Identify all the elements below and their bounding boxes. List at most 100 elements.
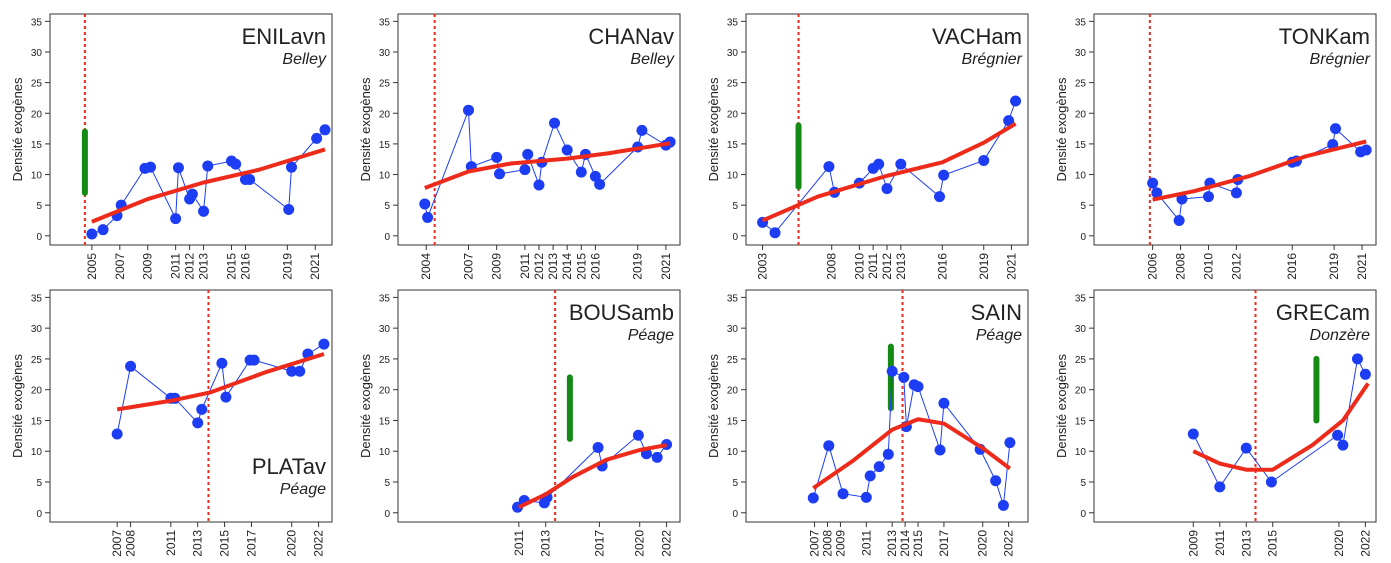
y-tick-label: 20 — [31, 109, 43, 120]
y-tick-label: 20 — [727, 386, 739, 397]
x-tick-label: 2015 — [574, 253, 588, 280]
y-tick-label: 10 — [379, 171, 391, 182]
x-tick-label: 2013 — [894, 253, 908, 280]
panel-title: VACHam — [932, 24, 1022, 49]
data-point — [318, 338, 330, 350]
x-tick-label: 2015 — [218, 530, 232, 557]
data-line — [424, 109, 671, 218]
y-tick-label: 10 — [727, 171, 739, 182]
x-tick-label: 2013 — [539, 530, 553, 557]
y-tick-label: 0 — [384, 232, 390, 243]
x-tick-label: 2022 — [660, 530, 674, 557]
x-tick-label: 2014 — [898, 530, 912, 557]
plot-frame — [1093, 289, 1377, 523]
y-tick-label: 35 — [379, 17, 391, 28]
panel: Densité exogènes 0 5 10 15 20 25 30 35 2009 2011 20… — [1054, 289, 1377, 557]
x-tick-label: 2015 — [911, 530, 925, 557]
data-point — [172, 162, 184, 174]
x-tick-label: 2011 — [1213, 530, 1227, 556]
x-tick-label: 2019 — [1327, 253, 1341, 280]
data-point — [549, 117, 561, 129]
panel: Densité exogènes 0 5 10 15 20 25 30 35 2006 2008 20… — [1054, 13, 1377, 280]
y-tick-label: 10 — [31, 171, 43, 182]
x-tick-label: 2012 — [880, 253, 894, 280]
data-point — [198, 205, 210, 217]
panel-title: BOUSamb — [569, 300, 674, 325]
y-tick-label: 30 — [1075, 48, 1087, 59]
data-point — [248, 354, 260, 366]
panel-subtitle: Belley — [282, 51, 327, 68]
data-point — [561, 144, 573, 156]
y-tick-label: 20 — [1075, 109, 1087, 120]
x-tick-label: 2011 — [866, 253, 880, 279]
data-point — [1360, 144, 1372, 156]
data-point — [592, 442, 604, 454]
data-point — [422, 211, 434, 223]
data-point — [912, 381, 924, 393]
data-point — [283, 203, 295, 215]
data-point — [202, 160, 214, 172]
data-point — [978, 154, 990, 166]
data-point — [886, 365, 898, 377]
x-tick-label: 2014 — [560, 253, 574, 280]
y-tick-label: 35 — [31, 293, 43, 304]
panel-title: GRECam — [1276, 300, 1370, 325]
x-tick-label: 2007 — [462, 253, 476, 280]
data-point — [594, 178, 606, 190]
y-tick-label: 35 — [1075, 17, 1087, 28]
x-tick-label: 2011 — [164, 530, 178, 556]
data-point — [491, 151, 503, 163]
x-tick-label: 2016 — [588, 253, 602, 280]
y-tick-label: 5 — [36, 201, 42, 212]
x-tick-label: 2009 — [1186, 530, 1200, 557]
x-tick-label: 2007 — [808, 530, 822, 557]
x-tick-label: 2022 — [1002, 530, 1016, 557]
y-tick-label: 0 — [36, 509, 42, 520]
y-axis-label: Densité exogènes — [706, 353, 721, 458]
y-tick-label: 0 — [384, 509, 390, 520]
data-point — [311, 132, 323, 144]
x-tick-label: 2007 — [113, 253, 127, 280]
y-tick-label: 35 — [31, 17, 43, 28]
y-tick-label: 0 — [1080, 509, 1086, 520]
y-tick-label: 35 — [727, 17, 739, 28]
y-axis-label: Densité exogènes — [706, 77, 721, 182]
panel: Densité exogènes 0 5 10 15 20 25 30 35 2005 2007 20… — [10, 13, 333, 280]
y-tick-label: 15 — [1075, 416, 1087, 427]
x-tick-label: 2021 — [659, 253, 673, 280]
x-tick-label: 2003 — [756, 253, 770, 280]
panel-title: SAIN — [971, 300, 1022, 325]
y-axis-label: Densité exogènes — [358, 77, 373, 182]
y-tick-label: 30 — [379, 324, 391, 335]
y-tick-label: 25 — [1075, 79, 1087, 90]
y-tick-label: 25 — [727, 355, 739, 366]
y-tick-label: 30 — [31, 324, 43, 335]
data-point — [1330, 123, 1342, 135]
data-point — [286, 365, 298, 377]
data-point — [220, 391, 232, 403]
y-tick-label: 15 — [379, 140, 391, 151]
y-tick-label: 25 — [31, 355, 43, 366]
trend-line — [91, 147, 326, 224]
plot-frame — [49, 289, 333, 523]
data-point — [244, 173, 256, 185]
data-point — [860, 491, 872, 503]
data-point — [769, 227, 781, 239]
trend-line — [517, 443, 667, 510]
y-tick-label: 0 — [732, 509, 738, 520]
y-tick-label: 10 — [727, 447, 739, 458]
panel-subtitle: Donzère — [1310, 327, 1371, 344]
y-tick-label: 15 — [727, 416, 739, 427]
x-tick-label: 2007 — [110, 530, 124, 557]
data-point — [125, 360, 137, 372]
y-tick-label: 5 — [36, 478, 42, 489]
x-tick-label: 2019 — [280, 253, 294, 280]
x-tick-label: 2009 — [833, 530, 847, 557]
y-tick-label: 10 — [31, 447, 43, 458]
y-tick-label: 0 — [732, 232, 738, 243]
data-point — [636, 124, 648, 136]
y-tick-label: 30 — [727, 48, 739, 59]
x-tick-label: 2013 — [197, 253, 211, 280]
y-axis-label: Densité exogènes — [10, 77, 25, 182]
trend-line — [812, 417, 1012, 490]
